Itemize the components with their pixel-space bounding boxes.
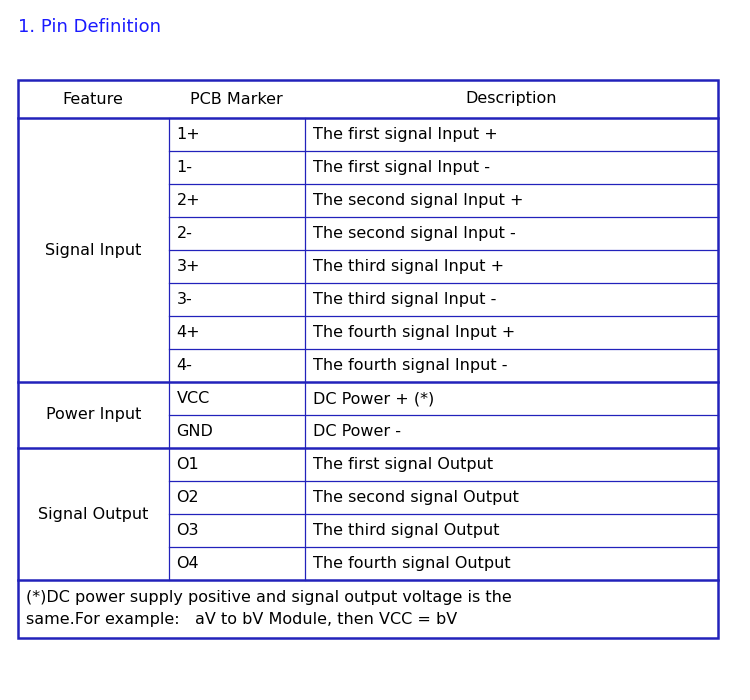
Text: O1: O1: [176, 457, 200, 472]
Text: DC Power + (*): DC Power + (*): [313, 391, 434, 406]
Text: The third signal Input +: The third signal Input +: [313, 259, 504, 274]
Text: The fourth signal Output: The fourth signal Output: [313, 556, 511, 571]
Text: The fourth signal Input -: The fourth signal Input -: [313, 358, 508, 373]
Text: 2-: 2-: [176, 226, 192, 241]
Text: (*)DC power supply positive and signal output voltage is the: (*)DC power supply positive and signal o…: [26, 590, 512, 605]
Text: DC Power -: DC Power -: [313, 424, 401, 439]
Text: VCC: VCC: [176, 391, 210, 406]
Text: 1. Pin Definition: 1. Pin Definition: [18, 18, 161, 36]
Text: The fourth signal Input +: The fourth signal Input +: [313, 325, 515, 340]
Text: The first signal Input +: The first signal Input +: [313, 127, 498, 142]
Text: O2: O2: [176, 490, 200, 505]
Text: 1-: 1-: [176, 160, 193, 175]
Text: The third signal Output: The third signal Output: [313, 523, 500, 538]
Text: Signal Output: Signal Output: [38, 507, 148, 522]
Text: 3+: 3+: [176, 259, 200, 274]
Text: 2+: 2+: [176, 193, 200, 208]
Text: same.For example:   aV to bV Module, then VCC = bV: same.For example: aV to bV Module, then …: [26, 612, 457, 627]
Text: Signal Input: Signal Input: [45, 242, 142, 258]
Text: Feature: Feature: [63, 92, 124, 106]
Text: O3: O3: [176, 523, 199, 538]
Bar: [18, 80, 718, 638]
Text: 4-: 4-: [176, 358, 192, 373]
Text: Description: Description: [466, 92, 557, 106]
Text: The first signal Input -: The first signal Input -: [313, 160, 490, 175]
Text: GND: GND: [176, 424, 213, 439]
Text: Power Input: Power Input: [46, 407, 141, 423]
Text: 4+: 4+: [176, 325, 200, 340]
Text: The second signal Output: The second signal Output: [313, 490, 519, 505]
Text: The second signal Input -: The second signal Input -: [313, 226, 516, 241]
Text: PCB Marker: PCB Marker: [190, 92, 284, 106]
Text: The first signal Output: The first signal Output: [313, 457, 494, 472]
Text: 1+: 1+: [176, 127, 200, 142]
Text: 3-: 3-: [176, 292, 192, 307]
Text: The third signal Input -: The third signal Input -: [313, 292, 496, 307]
Text: O4: O4: [176, 556, 200, 571]
Text: The second signal Input +: The second signal Input +: [313, 193, 524, 208]
